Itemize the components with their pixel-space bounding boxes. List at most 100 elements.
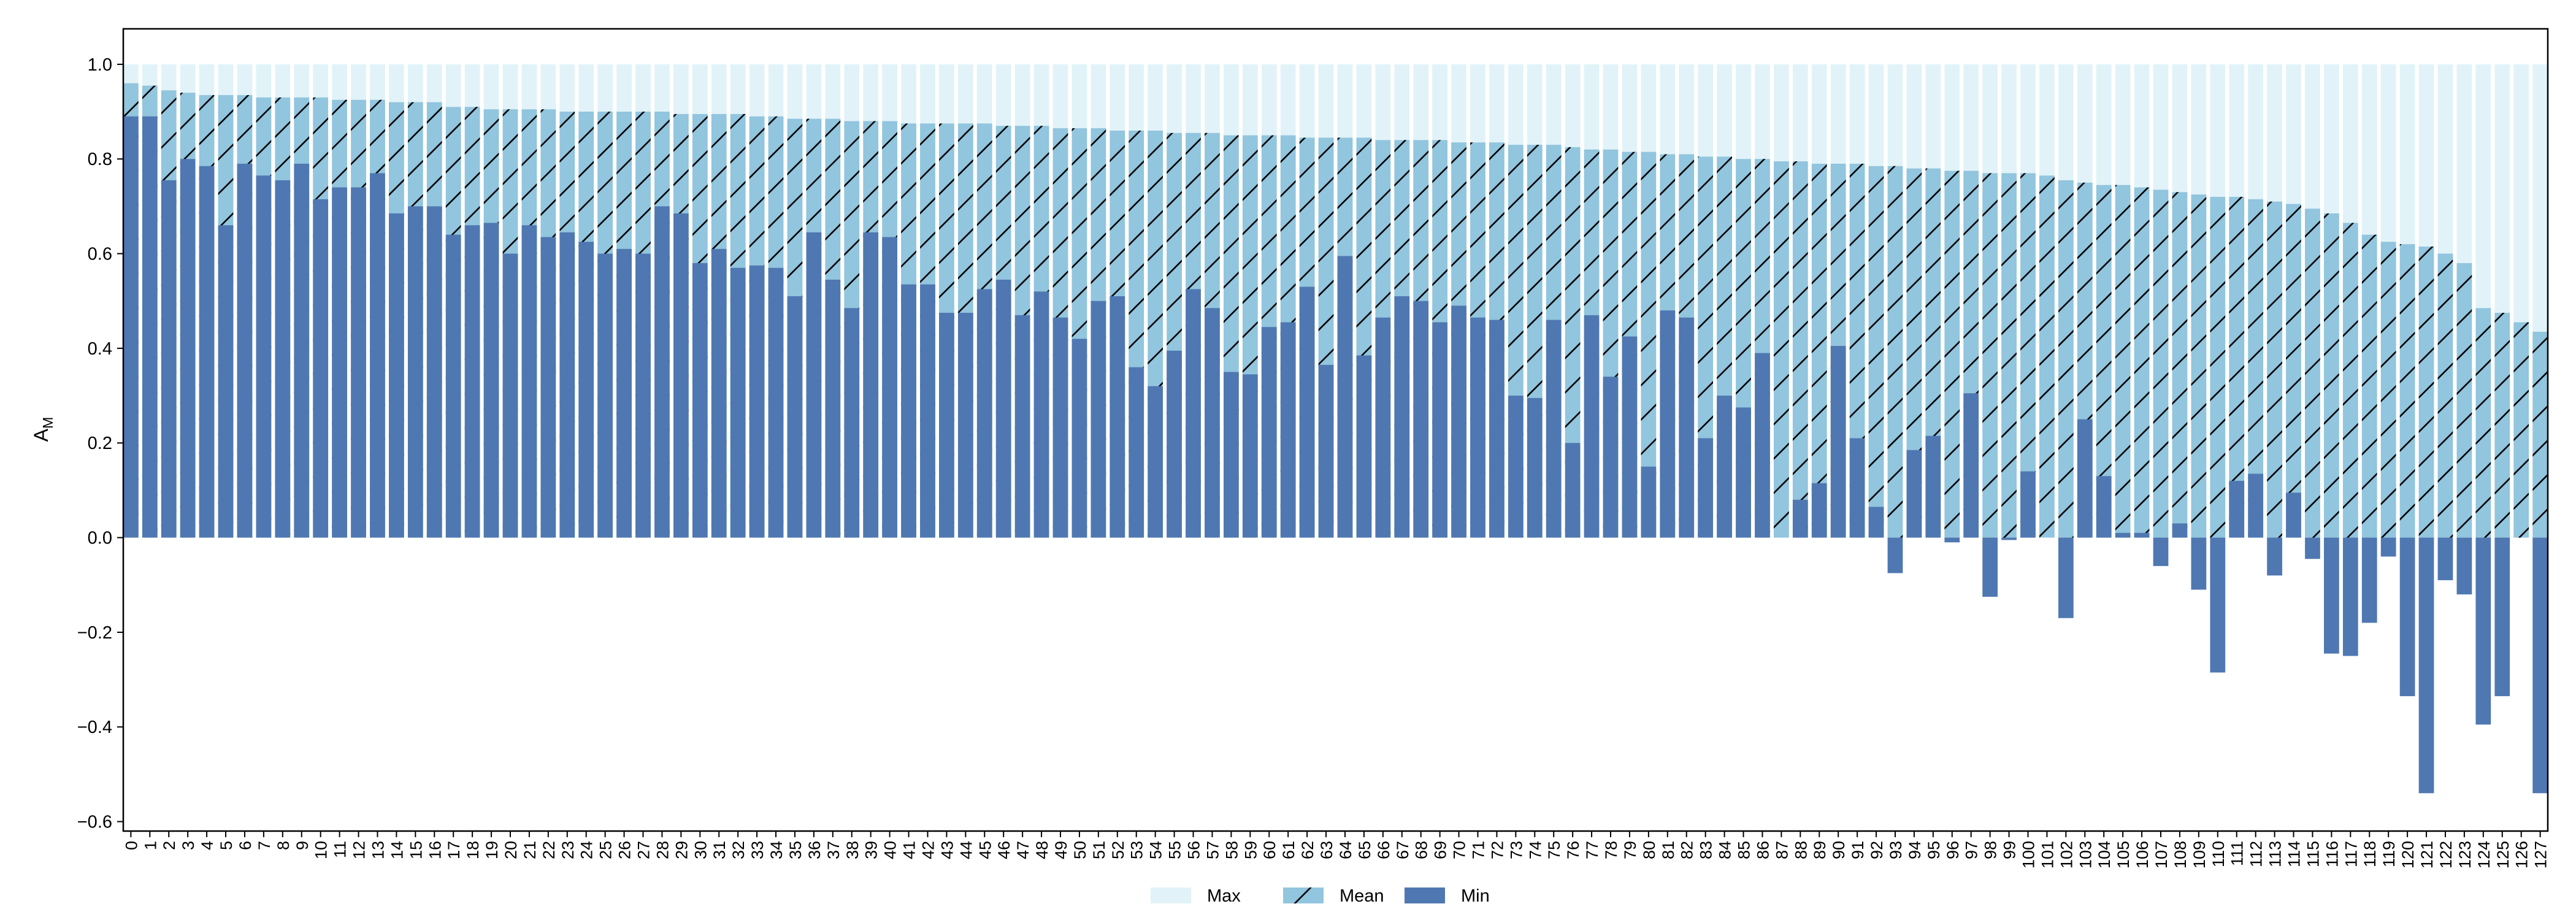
y-tick-label: −0.6 xyxy=(77,813,112,832)
bar xyxy=(616,248,632,538)
bar xyxy=(2077,419,2093,538)
bar xyxy=(2305,537,2320,559)
x-tick-label: 63 xyxy=(1317,841,1336,859)
x-tick-label: 55 xyxy=(1166,841,1184,859)
bar xyxy=(787,296,803,538)
bar xyxy=(2532,537,2548,794)
x-tick-label: 52 xyxy=(1109,841,1127,859)
y-axis-label: AM xyxy=(30,417,56,442)
x-tick-label: 120 xyxy=(2399,841,2417,868)
bar xyxy=(407,206,423,538)
bar xyxy=(313,199,329,538)
bar xyxy=(1508,396,1524,538)
x-tick-label: 98 xyxy=(1982,841,2000,859)
x-tick-label: 24 xyxy=(578,841,596,859)
bar xyxy=(976,289,992,538)
x-tick-label: 100 xyxy=(2019,841,2037,868)
bar xyxy=(1868,166,1884,538)
bar xyxy=(1299,286,1315,538)
bar xyxy=(2324,537,2339,654)
bar xyxy=(1868,507,1884,538)
bar xyxy=(2210,537,2226,673)
y-tick-label: 0.8 xyxy=(88,150,112,169)
bar xyxy=(939,313,954,538)
x-tick-label: 9 xyxy=(293,841,312,850)
legend-swatch xyxy=(1405,887,1445,903)
y-tick-label: 0.2 xyxy=(88,434,112,453)
bar xyxy=(995,279,1011,538)
bar xyxy=(1129,367,1144,538)
x-tick-label: 2 xyxy=(160,841,178,850)
bar xyxy=(2361,234,2377,538)
bar xyxy=(1944,171,1960,538)
x-tick-label: 60 xyxy=(1260,841,1279,859)
x-tick-label: 12 xyxy=(350,841,369,859)
bar xyxy=(218,225,234,538)
x-tick-label: 8 xyxy=(274,841,293,850)
bar xyxy=(1736,407,1751,538)
x-tick-label: 53 xyxy=(1128,841,1146,859)
bar xyxy=(1167,350,1182,538)
x-tick-label: 79 xyxy=(1621,841,1639,859)
bar xyxy=(2380,242,2396,538)
bar xyxy=(2001,173,2017,538)
x-tick-label: 14 xyxy=(388,841,406,859)
bar xyxy=(2134,187,2150,538)
bar xyxy=(1830,346,1846,538)
bar xyxy=(635,253,651,538)
bar xyxy=(1546,320,1562,538)
bar xyxy=(2475,537,2491,725)
x-tick-label: 78 xyxy=(1602,841,1620,859)
x-tick-label: 111 xyxy=(2228,841,2247,866)
bar xyxy=(2001,537,2017,540)
legend-swatch xyxy=(1283,887,1324,903)
bar xyxy=(2494,537,2510,697)
bar xyxy=(2020,471,2036,538)
bar xyxy=(2210,196,2226,538)
bar xyxy=(863,232,879,538)
bar xyxy=(351,187,366,538)
bar xyxy=(1849,438,1865,538)
x-tick-label: 5 xyxy=(217,841,236,850)
x-tick-label: 88 xyxy=(1792,841,1810,859)
bar xyxy=(1792,161,1808,538)
x-tick-label: 84 xyxy=(1716,841,1735,859)
x-tick-label: 113 xyxy=(2266,841,2285,867)
bar xyxy=(1110,296,1125,538)
x-tick-label: 22 xyxy=(540,841,558,859)
x-tick-label: 21 xyxy=(521,841,539,859)
x-tick-label: 90 xyxy=(1830,841,1848,859)
x-tick-label: 19 xyxy=(483,841,501,859)
bar xyxy=(825,279,841,538)
x-tick-label: 124 xyxy=(2475,841,2493,868)
x-tick-label: 85 xyxy=(1735,841,1754,859)
x-tick-label: 109 xyxy=(2190,841,2209,868)
bar xyxy=(521,225,537,538)
bar xyxy=(1413,301,1429,538)
bar xyxy=(844,308,860,538)
bar xyxy=(654,206,670,538)
bar xyxy=(1906,450,1922,538)
bar xyxy=(2399,537,2415,697)
x-tick-label: 6 xyxy=(236,841,255,850)
x-tick-label: 73 xyxy=(1507,841,1525,859)
bar xyxy=(768,267,784,538)
bar xyxy=(1205,308,1220,538)
x-tick-label: 17 xyxy=(445,841,463,859)
bar xyxy=(1261,327,1277,538)
bar xyxy=(920,284,935,538)
bar xyxy=(1527,397,1543,538)
x-tick-label: 107 xyxy=(2152,841,2171,868)
x-tick-label: 1 xyxy=(141,841,159,850)
bar xyxy=(1622,336,1638,538)
bar xyxy=(1356,355,1372,538)
x-tick-label: 114 xyxy=(2285,841,2304,867)
bar xyxy=(540,237,556,538)
x-tick-label: 118 xyxy=(2361,841,2379,867)
bar xyxy=(332,187,347,538)
bar xyxy=(2305,209,2320,538)
x-tick-label: 58 xyxy=(1222,841,1241,859)
bar xyxy=(1470,317,1485,538)
x-tick-label: 99 xyxy=(2001,841,2019,859)
bar xyxy=(1698,438,1714,538)
